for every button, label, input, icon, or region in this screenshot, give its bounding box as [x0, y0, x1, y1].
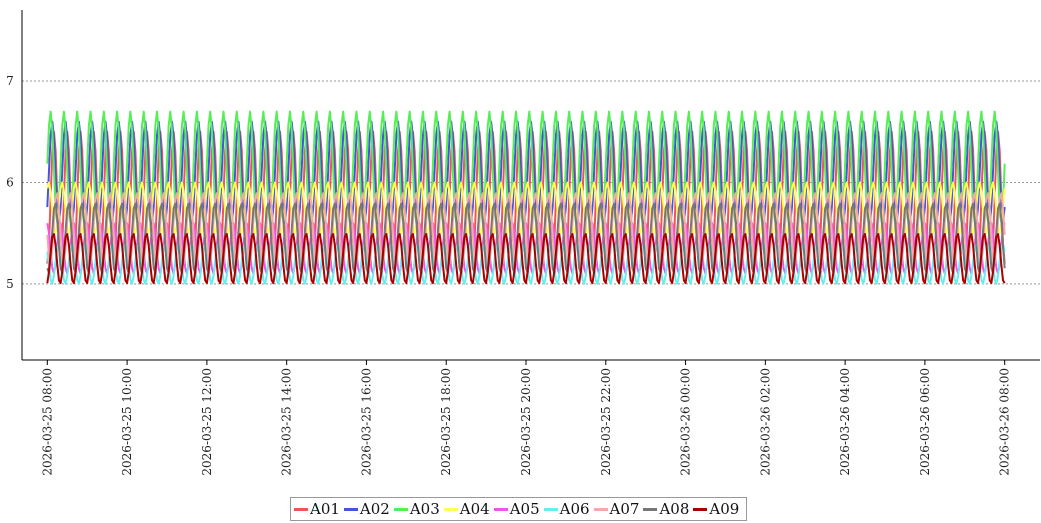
legend-item-a01: A01: [294, 499, 340, 519]
legend-swatch: [693, 507, 708, 511]
x-tick-label: 2026-03-25 18:00: [439, 368, 453, 476]
x-tick-label: 2026-03-26 02:00: [758, 368, 772, 476]
x-tick-label: 2026-03-25 16:00: [359, 368, 373, 476]
legend-label: A01: [310, 500, 340, 518]
y-tick-label: 6: [6, 175, 14, 189]
series-line-a02: [46, 120, 1006, 225]
series-group: [46, 110, 1006, 285]
x-tick-label: 2026-03-26 00:00: [679, 368, 693, 476]
x-tick-label: 2026-03-25 12:00: [200, 368, 214, 476]
legend-label: A03: [409, 500, 440, 518]
legend-label: A04: [459, 500, 490, 518]
x-tick-label: 2026-03-25 22:00: [599, 368, 613, 476]
legend-label: A02: [359, 500, 390, 518]
legend-item-a03: A03: [393, 499, 440, 519]
legend-item-a07: A07: [593, 499, 640, 519]
y-tick-label: 5: [6, 277, 14, 291]
x-ticks: 2026-03-25 08:00 2026-03-25 10:00 2026-03-…: [40, 360, 1012, 476]
legend-swatch: [493, 507, 508, 511]
legend-label: A05: [509, 500, 540, 518]
x-tick-label: 2026-03-25 08:00: [40, 368, 54, 476]
y-ticks: 5 6 7: [6, 74, 14, 291]
legend-swatch: [443, 507, 458, 511]
x-tick-label: 2026-03-25 20:00: [519, 368, 533, 476]
legend-label: A08: [659, 500, 690, 518]
x-tick-label: 2026-03-25 10:00: [120, 368, 134, 476]
series-line-a03: [46, 110, 1006, 224]
series-line-a07: [46, 192, 1006, 264]
series-line-a08: [46, 202, 1006, 274]
y-tick-label: 7: [6, 74, 14, 88]
legend-item-a08: A08: [643, 499, 689, 519]
legend-item-a02: A02: [343, 499, 390, 519]
series-line-a09: [46, 232, 1006, 285]
legend-swatch: [343, 507, 358, 511]
legend: A01 A02 A03 A04 A05 A06 A07 A08 A09: [290, 497, 748, 521]
legend-item-a06: A06: [543, 499, 590, 519]
legend-swatch: [393, 507, 408, 511]
legend-swatch: [543, 507, 558, 511]
x-tick-label: 2026-03-26 04:00: [838, 368, 852, 476]
series-line-a06: [46, 242, 1006, 285]
legend-swatch: [643, 507, 658, 511]
series-line-a04: [46, 181, 1006, 235]
legend-label: A09: [709, 500, 740, 518]
legend-swatch: [593, 507, 608, 511]
axes: [21, 10, 1040, 361]
legend-item-a04: A04: [443, 499, 490, 519]
legend-label: A07: [609, 500, 640, 518]
x-tick-label: 2026-03-26 06:00: [918, 368, 932, 476]
legend-item-a09: A09: [693, 499, 739, 519]
x-tick-label: 2026-03-26 08:00: [998, 368, 1012, 476]
legend-swatch: [294, 507, 308, 511]
legend-item-a05: A05: [493, 499, 540, 519]
x-tick-label: 2026-03-25 14:00: [280, 368, 294, 476]
legend-label: A06: [559, 500, 590, 518]
